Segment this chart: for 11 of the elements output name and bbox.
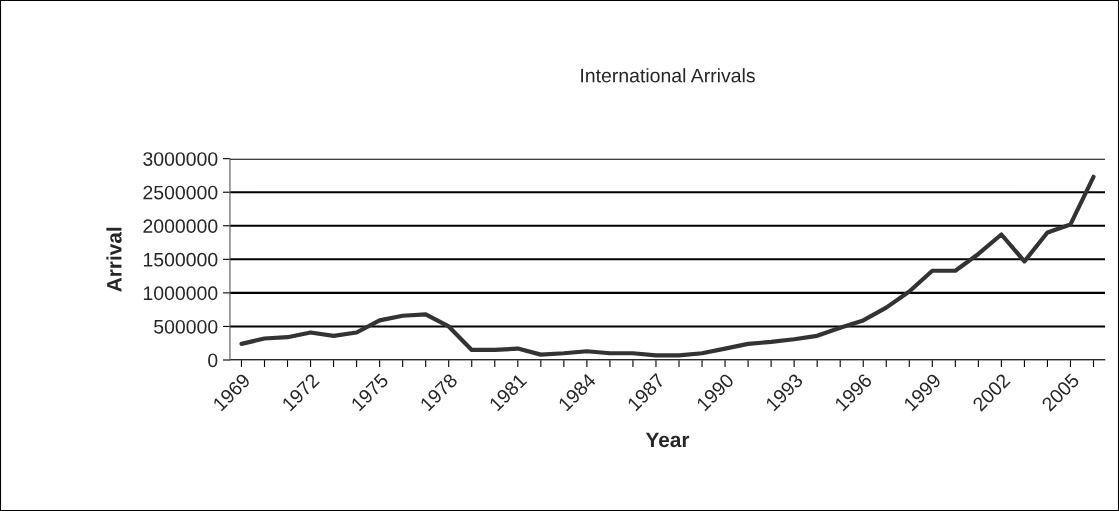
y-tick-label: 1000000 — [143, 286, 218, 301]
y-tick-label: 3000000 — [143, 152, 218, 166]
line-series — [239, 174, 1096, 358]
x-axis-title: Year — [645, 432, 690, 448]
y-tick-label: 2000000 — [143, 219, 218, 234]
y-tick-label: 0 — [208, 353, 218, 368]
chart-title: International Arrivals — [581, 68, 755, 83]
y-tick-label: 500000 — [154, 319, 218, 334]
y-tick-label: 1500000 — [143, 252, 218, 267]
y-tick-label: 2500000 — [143, 185, 218, 200]
y-axis-title: Arrival — [106, 227, 122, 292]
